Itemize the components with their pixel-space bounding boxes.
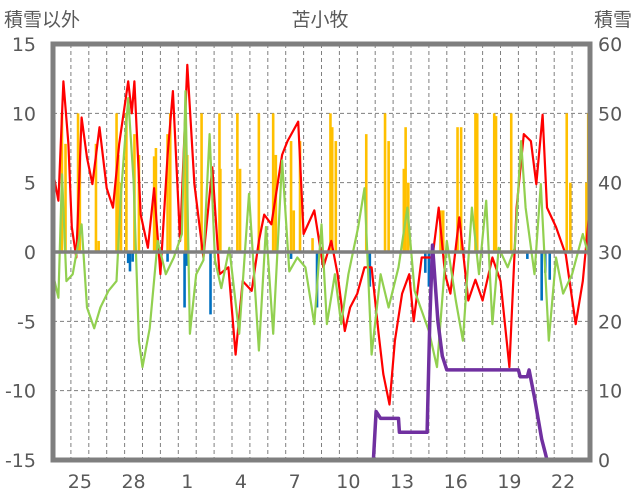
left-tick-label: 5: [24, 173, 36, 195]
chart-title: 苫小牧: [291, 9, 348, 31]
x-tick-label: 4: [235, 471, 247, 493]
orange-bar: [459, 127, 463, 252]
right-tick-label: 10: [598, 381, 622, 403]
orange-bar: [402, 168, 406, 252]
orange-bar: [441, 210, 445, 252]
plot-frame: [50, 41, 593, 463]
blue-bar: [166, 252, 169, 262]
orange-bar: [404, 127, 407, 252]
orange-bar: [475, 113, 479, 252]
orange-bar: [585, 182, 588, 252]
left-tick-label: 15: [12, 34, 36, 56]
right-tick-label: 0: [598, 450, 610, 472]
x-tick-label: 22: [551, 471, 575, 493]
blue-bar: [368, 252, 372, 287]
orange-bar: [271, 113, 275, 252]
x-tick-label: 25: [68, 471, 92, 493]
orange-bar: [200, 113, 203, 252]
left-tick-label: 10: [12, 103, 36, 125]
orange-bar: [298, 141, 302, 252]
blue-bar: [209, 252, 212, 315]
orange-bar: [184, 113, 187, 252]
blue-bar: [427, 252, 431, 287]
x-tick-label: 19: [497, 471, 521, 493]
orange-bar: [257, 113, 261, 252]
orange-bar: [569, 182, 572, 252]
blue-bar: [424, 252, 427, 273]
orange-bar: [387, 141, 390, 252]
green-line: [51, 89, 592, 369]
blue-bar: [131, 252, 134, 262]
blue-bar: [126, 252, 130, 264]
blue-bar: [540, 252, 543, 301]
orange-bar: [119, 182, 123, 252]
left-tick-label: -5: [17, 311, 36, 333]
orange-bar: [334, 141, 338, 252]
orange-bar: [509, 113, 513, 252]
x-tick-label: 1: [181, 471, 193, 493]
left-axis-title: 積雪以外: [4, 9, 80, 31]
orange-bar: [78, 157, 82, 252]
axes: [50, 41, 593, 463]
orange-bar: [166, 134, 169, 252]
snow-depth-line: [359, 243, 590, 462]
orange-bar: [168, 113, 172, 252]
blue-bar: [185, 252, 188, 266]
blue-bar: [548, 252, 552, 280]
orange-bar: [115, 113, 118, 252]
orange-bar: [117, 154, 120, 252]
orange-bar: [152, 156, 156, 252]
right-tick-label: 60: [598, 34, 622, 56]
left-tick-label: -15: [5, 450, 36, 472]
orange-bar: [289, 141, 293, 252]
right-tick-label: 20: [598, 311, 622, 333]
orange-bar: [364, 134, 368, 252]
x-tick-label: 13: [390, 471, 414, 493]
orange-bar: [330, 127, 334, 252]
orange-bar: [492, 113, 496, 252]
orange-bar: [292, 210, 296, 252]
red-line: [51, 63, 592, 406]
orange-bar: [219, 168, 222, 252]
right-tick-label: 30: [598, 242, 622, 264]
right-tick-label: 50: [598, 103, 622, 125]
orange-bar: [64, 143, 67, 252]
right-axis-title: 積雪: [594, 9, 632, 31]
orange-bar: [238, 168, 242, 252]
left-tick-label: 0: [24, 242, 36, 264]
orange-bar: [236, 113, 239, 252]
orange-bar: [565, 113, 569, 252]
blue-bar: [526, 252, 529, 259]
blue-bar: [289, 252, 293, 259]
x-tick-label: 7: [289, 471, 301, 493]
blue-bar: [128, 252, 132, 272]
x-tick-label: 28: [121, 471, 145, 493]
orange-bar: [329, 113, 332, 252]
x-tick-label: 16: [444, 471, 468, 493]
orange-bar: [383, 113, 387, 252]
right-tick-label: 40: [598, 173, 622, 195]
orange-bar: [137, 154, 141, 252]
x-tick-label: 10: [336, 471, 360, 493]
orange-bar: [474, 113, 477, 252]
blue-bar: [183, 252, 186, 308]
orange-bar: [125, 113, 128, 252]
orange-bar: [97, 240, 100, 252]
gridlines: [53, 44, 590, 460]
orange-bar: [494, 116, 498, 253]
left-tick-label: -10: [5, 381, 36, 403]
orange-bar: [456, 127, 459, 252]
orange-bar: [311, 238, 314, 252]
orange-bar: [94, 143, 98, 252]
orange-bar: [274, 154, 278, 252]
